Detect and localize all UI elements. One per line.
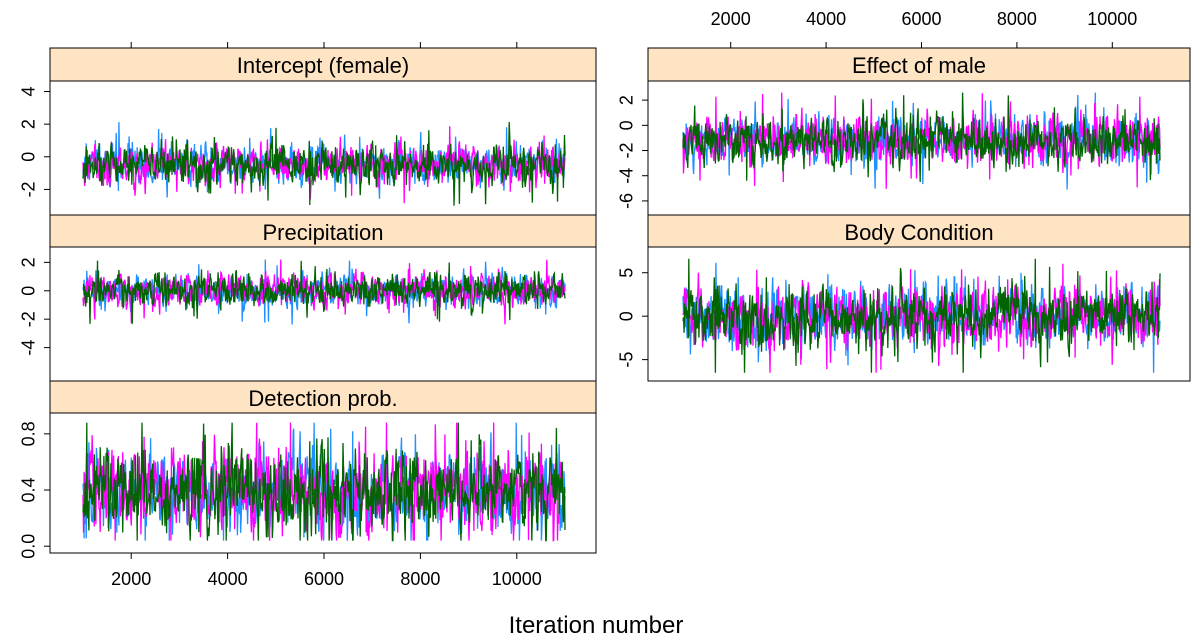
y-tick-label: -4 bbox=[617, 168, 637, 184]
panels-layer: Intercept (female) -2 0 2 4 Effect of male -6 -… bbox=[19, 9, 1191, 589]
x-tick-label-top: 8000 bbox=[997, 9, 1037, 29]
y-tick-label: 5 bbox=[617, 268, 637, 278]
panel-strip bbox=[49, 47, 597, 82]
y-tick-label: -2 bbox=[19, 181, 39, 197]
x-tick-label-top: 10000 bbox=[1087, 9, 1137, 29]
y-tick-label: 0.4 bbox=[19, 478, 39, 503]
chain-3-trace bbox=[682, 258, 1161, 373]
panel-2: Effect of male -6 -4 -2 0 2 2000 4000 6000 8000 10… bbox=[617, 9, 1191, 216]
panel-title: Detection prob. bbox=[248, 386, 397, 411]
chain-3-trace bbox=[82, 121, 566, 206]
x-tick-label: 8000 bbox=[400, 569, 440, 589]
x-tick-label: 2000 bbox=[111, 569, 151, 589]
y-tick-label: -5 bbox=[617, 352, 637, 368]
panel-strip bbox=[647, 214, 1191, 248]
chain-3-trace bbox=[82, 260, 566, 324]
y-tick-label: -2 bbox=[617, 143, 637, 159]
x-tick-label-top: 6000 bbox=[901, 9, 941, 29]
y-tick-label: 0 bbox=[617, 120, 637, 130]
panel-title: Precipitation bbox=[262, 220, 383, 245]
panel-1: Intercept (female) -2 0 2 4 bbox=[19, 42, 597, 216]
x-tick-label-top: 4000 bbox=[806, 9, 846, 29]
panel-strip bbox=[49, 380, 597, 414]
chain-3-trace bbox=[82, 422, 566, 542]
y-tick-label: 0.0 bbox=[19, 534, 39, 559]
y-tick-label: -6 bbox=[617, 193, 637, 209]
panel-3: Precipitation -4 -2 0 2 bbox=[19, 214, 597, 382]
y-tick-label: 2 bbox=[19, 257, 39, 267]
x-tick-label: 4000 bbox=[208, 569, 248, 589]
y-tick-label: 2 bbox=[19, 119, 39, 129]
y-tick-label: 2 bbox=[617, 95, 637, 105]
y-tick-label: 0 bbox=[19, 152, 39, 162]
x-tick-label-top: 2000 bbox=[711, 9, 751, 29]
y-tick-label: 0 bbox=[617, 311, 637, 321]
panel-title: Intercept (female) bbox=[237, 53, 409, 78]
panel-strip bbox=[647, 47, 1191, 82]
chain-3-trace bbox=[682, 92, 1161, 183]
x-tick-label: 10000 bbox=[492, 569, 542, 589]
panel-5: Detection prob. 0.0 0.4 0.8 2000 4000 6000 8000… bbox=[19, 380, 597, 589]
x-tick-label: 6000 bbox=[304, 569, 344, 589]
panel-strip bbox=[49, 214, 597, 248]
x-axis-label: Iteration number bbox=[509, 612, 684, 639]
panel-4: Body Condition -5 0 5 bbox=[617, 214, 1191, 382]
y-tick-label: -2 bbox=[19, 311, 39, 327]
chain-2-trace bbox=[82, 422, 566, 542]
y-tick-label: 0.8 bbox=[19, 421, 39, 446]
y-tick-label: 4 bbox=[19, 87, 39, 97]
panel-title: Body Condition bbox=[844, 220, 993, 245]
y-tick-label: -4 bbox=[19, 340, 39, 356]
panel-title: Effect of male bbox=[852, 53, 986, 78]
y-tick-label: 0 bbox=[19, 286, 39, 296]
